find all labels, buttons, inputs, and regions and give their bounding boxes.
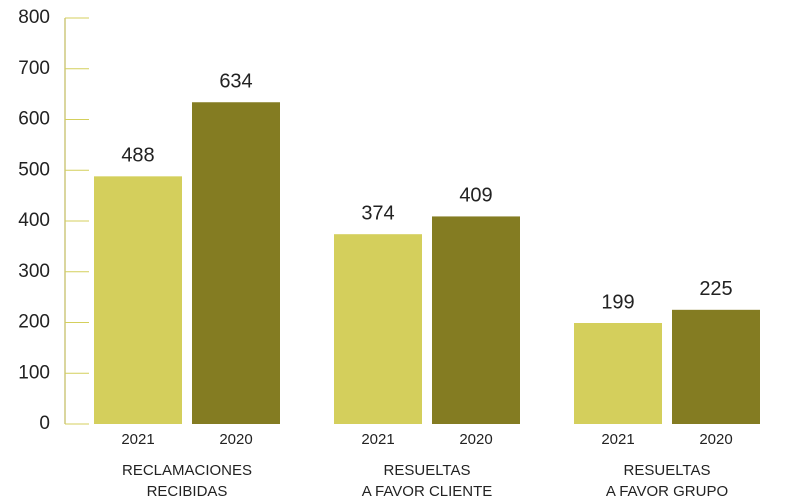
series-label: 2021: [121, 431, 154, 448]
value-label: 634: [219, 71, 252, 93]
bar: [672, 309, 760, 424]
bar: [334, 234, 422, 424]
x-tick-label: RESUELTAS: [384, 462, 471, 479]
series-label: 2020: [219, 431, 252, 448]
x-tick-label: A FAVOR CLIENTE: [362, 483, 493, 500]
series-label: 2021: [601, 431, 634, 448]
y-tick-label: 400: [18, 210, 50, 231]
value-label: 409: [459, 185, 492, 207]
y-tick-label: 0: [39, 413, 50, 434]
bar: [192, 102, 280, 425]
y-tick-label: 600: [18, 109, 50, 130]
series-label: 2020: [459, 431, 492, 448]
bar: [94, 176, 182, 424]
value-label: 374: [361, 202, 394, 224]
bar: [574, 323, 662, 424]
series-label: 2020: [699, 431, 732, 448]
y-tick-label: 100: [18, 362, 50, 383]
value-label: 225: [699, 278, 732, 300]
y-tick-label: 200: [18, 312, 50, 333]
value-label: 199: [601, 291, 634, 313]
x-tick-label: A FAVOR GRUPO: [606, 483, 728, 500]
x-tick-label: RECLAMACIONES: [122, 462, 252, 479]
x-tick-label: RESUELTAS: [624, 462, 711, 479]
series-label: 2021: [361, 431, 394, 448]
y-tick-label: 300: [18, 261, 50, 282]
y-tick-label: 700: [18, 58, 50, 79]
bar: [432, 216, 520, 424]
x-tick-label: RECIBIDAS: [147, 483, 228, 500]
y-tick-label: 800: [18, 7, 50, 28]
y-tick-label: 500: [18, 159, 50, 180]
value-label: 488: [121, 145, 154, 167]
